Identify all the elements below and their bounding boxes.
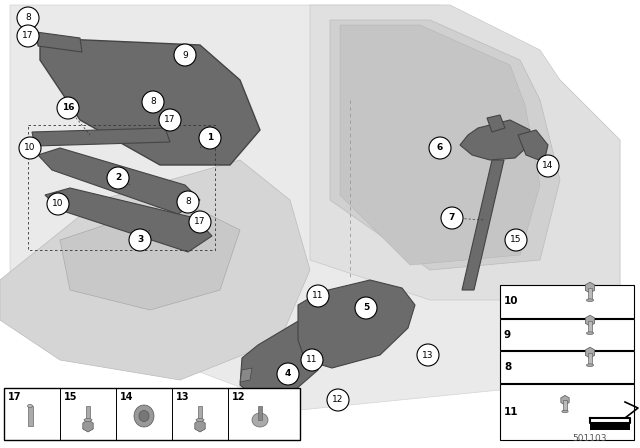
Circle shape: [417, 344, 439, 366]
Text: 5: 5: [363, 303, 369, 313]
Text: 501103: 501103: [573, 434, 607, 443]
Circle shape: [537, 155, 559, 177]
Text: 14: 14: [542, 161, 554, 171]
Text: 16: 16: [61, 103, 74, 112]
Ellipse shape: [139, 410, 149, 422]
Polygon shape: [518, 130, 548, 162]
Text: 8: 8: [185, 198, 191, 207]
Circle shape: [307, 285, 329, 307]
Polygon shape: [60, 200, 240, 310]
Text: 10: 10: [52, 199, 64, 208]
Polygon shape: [340, 25, 540, 265]
Circle shape: [174, 44, 196, 66]
Polygon shape: [460, 120, 530, 160]
Circle shape: [47, 193, 69, 215]
Polygon shape: [36, 32, 82, 52]
Polygon shape: [0, 160, 310, 380]
Ellipse shape: [134, 405, 154, 427]
Text: 12: 12: [332, 396, 344, 405]
Text: 17: 17: [8, 392, 22, 402]
Bar: [588, 288, 592, 300]
Ellipse shape: [252, 413, 268, 427]
Circle shape: [17, 25, 39, 47]
Polygon shape: [38, 148, 200, 214]
Bar: [588, 353, 592, 365]
Circle shape: [277, 363, 299, 385]
Text: 7: 7: [449, 214, 455, 223]
Circle shape: [301, 349, 323, 371]
Circle shape: [129, 229, 151, 251]
Text: 10: 10: [24, 143, 36, 152]
Text: 17: 17: [22, 31, 34, 40]
Text: 13: 13: [422, 350, 434, 359]
Ellipse shape: [196, 418, 204, 422]
Bar: [198, 406, 202, 424]
Polygon shape: [310, 5, 620, 300]
Circle shape: [142, 91, 164, 113]
Ellipse shape: [586, 364, 594, 366]
Circle shape: [57, 97, 79, 119]
Text: 12: 12: [232, 392, 246, 402]
Bar: [500, 285, 634, 318]
Text: 14: 14: [120, 392, 134, 402]
Circle shape: [199, 127, 221, 149]
Polygon shape: [298, 280, 415, 368]
Bar: [563, 400, 566, 411]
Ellipse shape: [586, 299, 594, 302]
Text: 11: 11: [312, 292, 324, 301]
Ellipse shape: [28, 405, 33, 408]
Circle shape: [505, 229, 527, 251]
Circle shape: [159, 109, 181, 131]
Polygon shape: [590, 422, 630, 430]
Circle shape: [429, 137, 451, 159]
Text: 17: 17: [195, 217, 205, 227]
Polygon shape: [45, 188, 212, 252]
Polygon shape: [10, 5, 620, 410]
Circle shape: [17, 7, 39, 29]
Text: 15: 15: [64, 392, 77, 402]
Bar: [4, 388, 300, 440]
Ellipse shape: [84, 418, 92, 422]
Bar: [28, 406, 33, 426]
Text: 15: 15: [510, 236, 522, 245]
Text: 10: 10: [504, 297, 518, 306]
Circle shape: [107, 167, 129, 189]
Circle shape: [189, 211, 211, 233]
Bar: [258, 406, 262, 420]
Text: 2: 2: [115, 173, 121, 182]
Text: 6: 6: [437, 143, 443, 152]
Circle shape: [19, 137, 41, 159]
Text: 8: 8: [504, 362, 511, 372]
Polygon shape: [330, 20, 560, 270]
Text: 8: 8: [25, 13, 31, 22]
Text: 17: 17: [164, 116, 176, 125]
Ellipse shape: [562, 410, 568, 413]
Bar: [500, 351, 634, 383]
Polygon shape: [32, 128, 170, 146]
Bar: [500, 319, 634, 350]
Circle shape: [355, 297, 377, 319]
Text: 9: 9: [504, 329, 511, 340]
Polygon shape: [240, 320, 325, 395]
Text: 4: 4: [285, 370, 291, 379]
Ellipse shape: [586, 332, 594, 335]
Polygon shape: [40, 38, 260, 165]
Text: 8: 8: [150, 98, 156, 107]
Text: 13: 13: [176, 392, 189, 402]
Circle shape: [327, 389, 349, 411]
Text: 11: 11: [307, 356, 317, 365]
Text: 11: 11: [504, 407, 518, 417]
Polygon shape: [240, 368, 252, 382]
Circle shape: [177, 191, 199, 213]
Text: 3: 3: [137, 236, 143, 245]
Text: 9: 9: [182, 51, 188, 60]
Polygon shape: [487, 115, 505, 132]
Text: 1: 1: [207, 134, 213, 142]
Bar: [86, 406, 90, 424]
Bar: [500, 384, 634, 440]
Circle shape: [441, 207, 463, 229]
Bar: [588, 321, 592, 333]
Polygon shape: [462, 160, 504, 290]
